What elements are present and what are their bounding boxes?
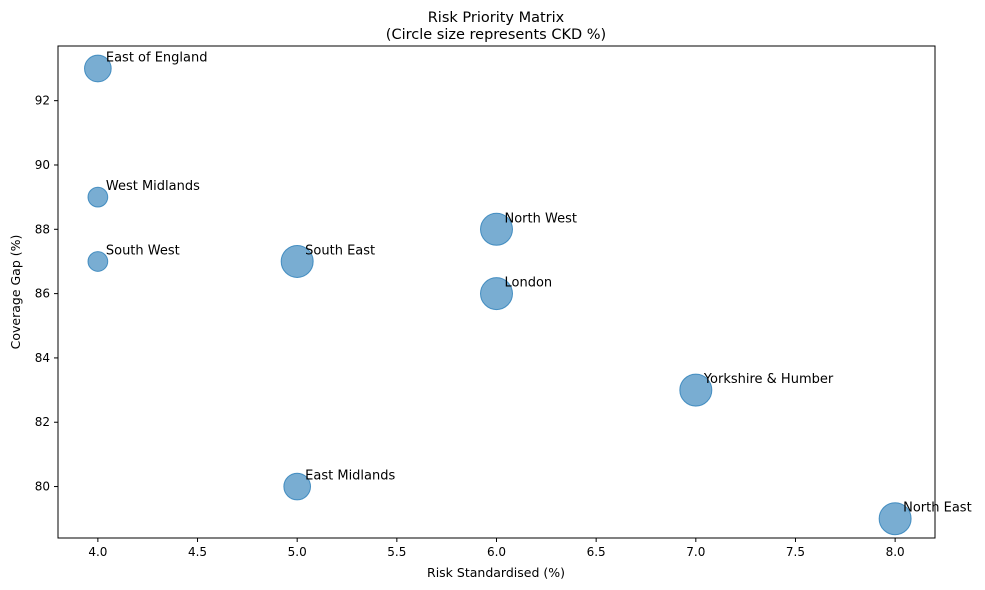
data-point xyxy=(87,251,109,272)
x-tick-label: 8.0 xyxy=(886,545,905,559)
point-label: East of England xyxy=(106,51,208,66)
data-point xyxy=(878,502,912,536)
y-tick-label: 90 xyxy=(35,158,50,172)
point-label: South East xyxy=(305,243,375,258)
x-tick-label: 5.5 xyxy=(387,545,406,559)
x-tick-label: 7.5 xyxy=(786,545,805,559)
point-label: South West xyxy=(106,243,180,258)
point-labels: East of England West Midlands South West So… xyxy=(106,51,972,516)
data-point xyxy=(280,244,314,278)
y-axis-label: Coverage Gap (%) xyxy=(8,235,23,350)
point-label: East Midlands xyxy=(305,469,395,484)
data-point xyxy=(84,54,112,83)
point-label: West Midlands xyxy=(106,179,200,194)
x-tick-label: 4.0 xyxy=(88,545,107,559)
chart-subtitle: (Circle size represents CKD %) xyxy=(386,27,606,43)
data-point xyxy=(480,212,513,246)
data-point xyxy=(283,472,312,501)
y-tick-label: 92 xyxy=(35,94,50,108)
x-tick-label: 7.0 xyxy=(686,545,705,559)
point-label: London xyxy=(505,276,553,291)
x-tick-label: 4.5 xyxy=(188,545,207,559)
y-tick-label: 84 xyxy=(35,351,50,365)
data-points xyxy=(84,54,912,536)
y-tick-label: 82 xyxy=(35,415,50,429)
y-tick-label: 80 xyxy=(35,480,50,494)
data-point xyxy=(480,277,513,311)
point-label: North East xyxy=(903,501,972,516)
y-axis-ticks: 80 82 84 86 88 90 92 xyxy=(35,94,58,494)
x-tick-label: 6.0 xyxy=(487,545,506,559)
x-tick-label: 5.0 xyxy=(288,545,307,559)
point-label: Yorkshire & Humber xyxy=(703,372,834,387)
plot-frame xyxy=(57,45,936,539)
y-tick-label: 86 xyxy=(35,287,50,301)
data-point xyxy=(87,186,109,208)
chart-title: Risk Priority Matrix xyxy=(428,10,565,26)
x-axis-label: Risk Standardised (%) xyxy=(427,565,565,580)
y-tick-label: 88 xyxy=(35,222,50,236)
point-label: North West xyxy=(505,211,577,226)
x-tick-label: 6.5 xyxy=(587,545,606,559)
data-point xyxy=(679,373,713,407)
x-axis-ticks: 4.0 4.5 5.0 5.5 6.0 6.5 7.0 7.5 8.0 xyxy=(88,538,905,559)
